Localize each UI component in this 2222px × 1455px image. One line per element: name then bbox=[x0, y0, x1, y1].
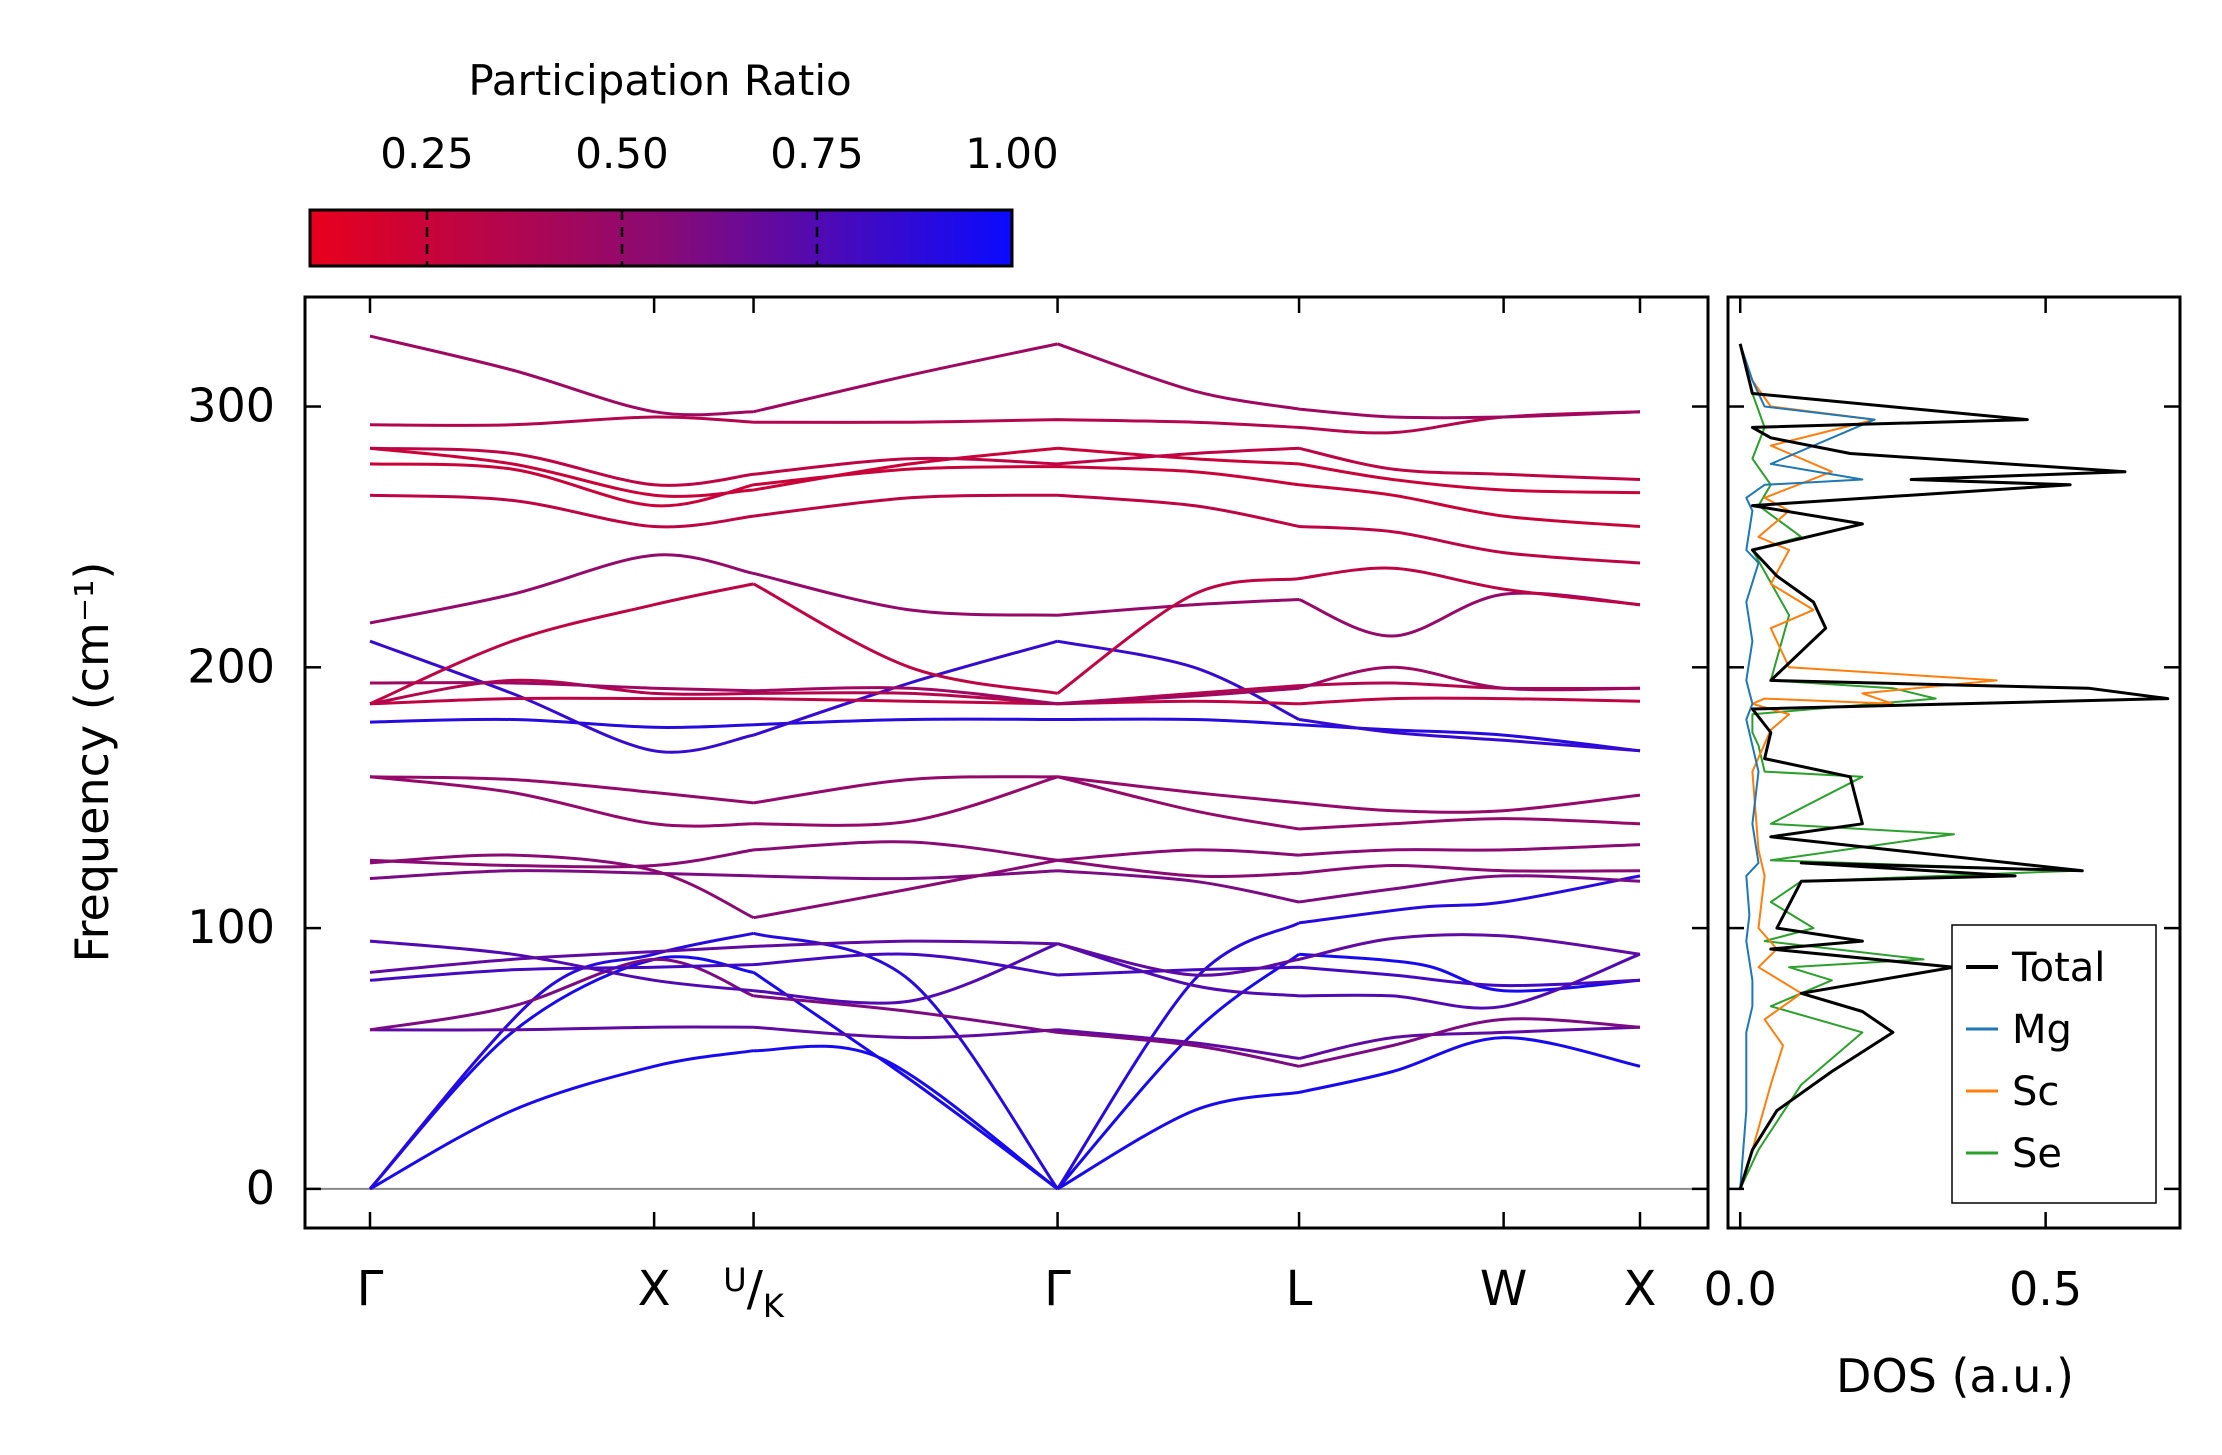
phonon-branch-O21 bbox=[369, 446, 1641, 487]
phonon-branch-LA bbox=[368, 874, 1641, 1190]
phonon-branch-O17 bbox=[369, 566, 1641, 706]
phonon-branch-O13 bbox=[369, 696, 1641, 706]
dos-x-tick-label: 0.5 bbox=[2009, 1262, 2082, 1316]
phonon-branch-O18 bbox=[369, 493, 1641, 565]
dos-x-tick-label: 0.0 bbox=[1704, 1262, 1777, 1316]
colorbar-gradient bbox=[308, 208, 1014, 268]
k-point-label: X bbox=[638, 1261, 671, 1317]
y-tick-label: 300 bbox=[187, 379, 275, 433]
k-point-label: X bbox=[1624, 1261, 1657, 1317]
legend-frame bbox=[1951, 924, 2157, 1204]
phonon-branch-O22 bbox=[369, 410, 1641, 435]
dos-curve-sc bbox=[1739, 343, 1998, 1190]
colorbar: Participation Ratio 0.25 0.50 0.75 1.00 bbox=[308, 56, 1059, 268]
phonon-branch-O14 bbox=[369, 678, 1641, 706]
colorbar-tick-label: 1.00 bbox=[965, 129, 1059, 178]
phonon-branch-O11 bbox=[369, 717, 1641, 753]
k-point-label: L bbox=[1286, 1261, 1313, 1317]
phonon-branch-O8 bbox=[369, 840, 1641, 869]
colorbar-tick-label: 0.75 bbox=[770, 129, 864, 178]
phonon-branch-O12 bbox=[369, 639, 1641, 754]
dos-curve-mg bbox=[1739, 343, 1876, 1189]
phonon-branch-O20 bbox=[369, 446, 1641, 498]
phonon-branch-O4 bbox=[369, 939, 1641, 1010]
legend-label-sc: Sc bbox=[2012, 1069, 2059, 1115]
phonon-branch-O7 bbox=[369, 853, 1641, 920]
band-structure-panel: 0 100 200 300 Γ X U/K Γ L W X Frequency (cm⁻¹) bbox=[65, 295, 1710, 1325]
phonon-branch-O23 bbox=[369, 334, 1641, 420]
colorbar-title: Participation Ratio bbox=[468, 56, 851, 105]
k-point-label: Γ bbox=[1044, 1261, 1071, 1317]
phonon-branch-O10 bbox=[369, 775, 1641, 814]
phonon-branch-O5 bbox=[369, 933, 1641, 977]
y-tick-label: 0 bbox=[246, 1161, 275, 1215]
phonon-branch-O19 bbox=[369, 462, 1641, 528]
band-plot-frame bbox=[303, 295, 1710, 1230]
phonon-branch-O16 bbox=[369, 553, 1641, 638]
k-point-label: U/K bbox=[723, 1261, 785, 1325]
y-tick-label: 200 bbox=[187, 639, 275, 693]
phonon-branch-O2 bbox=[369, 957, 1641, 1068]
phonon-branch-O6 bbox=[369, 869, 1641, 904]
phonon-branch-TA2 bbox=[368, 952, 1641, 1191]
phonon-branch-O15 bbox=[369, 665, 1641, 706]
y-axis-label: Frequency (cm⁻¹) bbox=[65, 562, 119, 963]
phonon-branch-O3 bbox=[369, 952, 1641, 988]
legend-label-mg: Mg bbox=[2012, 1007, 2072, 1053]
legend-label-se: Se bbox=[2012, 1131, 2062, 1177]
k-point-label: Γ bbox=[357, 1261, 384, 1317]
dos-x-axis-label: DOS (a.u.) bbox=[1836, 1349, 2074, 1403]
colorbar-tick-label: 0.50 bbox=[575, 129, 669, 178]
dos-plot-frame bbox=[1726, 295, 2182, 1230]
k-point-label: W bbox=[1480, 1261, 1527, 1317]
phonon-branch-TA1 bbox=[369, 1036, 1641, 1191]
dos-curve-total bbox=[1738, 343, 2170, 1190]
y-tick-label: 100 bbox=[187, 900, 275, 954]
phonon-branch-O1 bbox=[369, 1025, 1641, 1060]
legend-label-total: Total bbox=[2011, 945, 2105, 991]
dos-panel: 0.0 0.5 DOS (a.u.) Total Mg Sc Se bbox=[1704, 295, 2182, 1403]
dos-legend: Total Mg Sc Se bbox=[1951, 924, 2157, 1204]
colorbar-tick-label: 0.25 bbox=[380, 129, 474, 178]
dos-curve-se bbox=[1739, 343, 2078, 1190]
phonon-branch-O9 bbox=[369, 775, 1641, 831]
